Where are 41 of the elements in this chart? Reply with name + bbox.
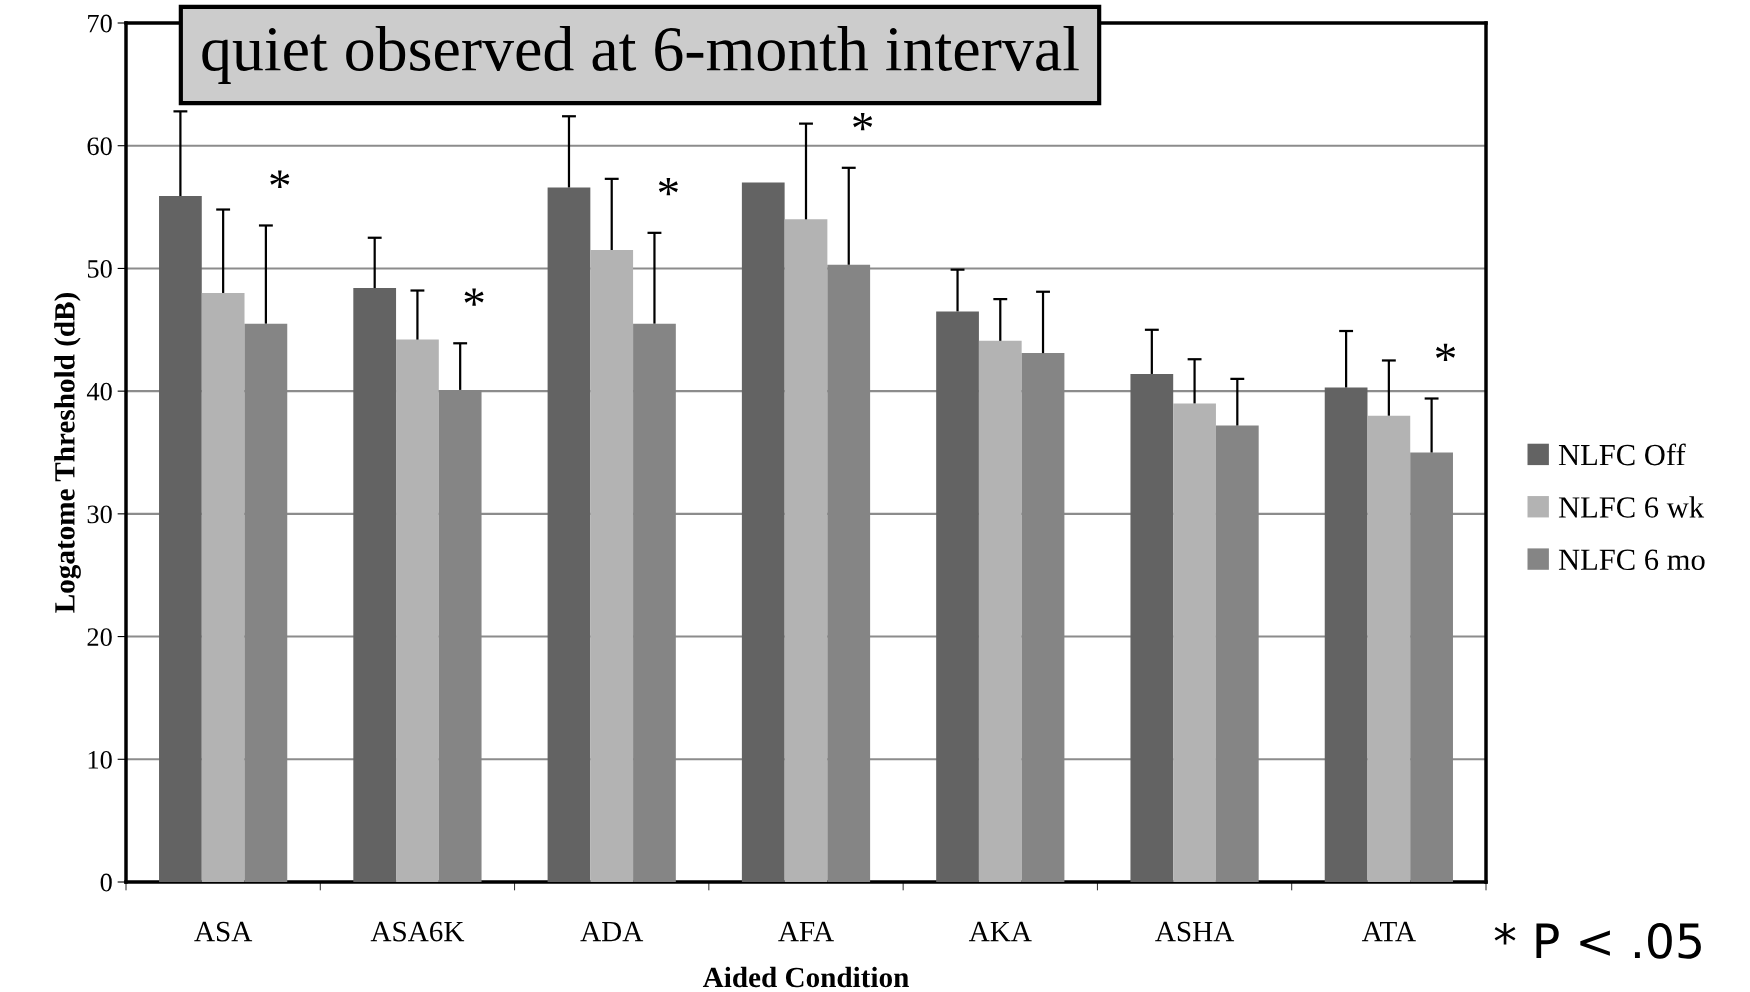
y-tick-label: 20 [87,628,112,646]
x-tick-label: ASA6K [370,921,465,942]
bar [1324,387,1368,882]
bar [1367,415,1411,882]
y-tick-label: 10 [88,750,112,769]
y-tick-label: 40 [86,382,112,401]
bar [201,292,245,882]
y-axis-title: Logatome Threshold (dB) [54,293,81,613]
bar [784,219,828,882]
y-tick-label: 30 [87,505,112,524]
bar [741,182,785,882]
legend-label: NLFC Off [1558,443,1686,466]
y-tick-label: 0 [100,873,112,892]
bar [1130,373,1174,882]
x-tick-label: ADA [580,921,644,942]
bar [978,340,1022,882]
legend-label: NLFC 6 mo [1558,549,1705,571]
y-tick-label: 50 [87,260,112,278]
chart-title: quiet observed at 6-month interval [202,26,1079,84]
text: * P < .05 [1494,922,1701,959]
x-tick-label: ASHA [1155,921,1235,942]
bar [547,187,591,882]
annotation: * [853,112,873,131]
x-axis-title: Aided Condition [702,966,909,988]
annotation: * [658,177,678,196]
x-tick-label: ASA [194,921,253,942]
x-tick-label: AFA [778,921,834,942]
legend-label: NLFC 6 wk [1558,496,1705,518]
annotation: * [1435,343,1456,361]
bar [590,250,634,882]
annotation: * [464,288,484,306]
bar [353,288,397,882]
bar [1173,403,1216,882]
bar [396,339,439,882]
bar [936,311,979,882]
x-tick-label: ATA [1361,921,1416,942]
bar [159,196,202,882]
y-tick-label: 60 [87,137,112,156]
annotation: * [270,170,290,188]
y-tick-label: 70 [88,14,112,33]
x-tick-label: AKA [968,921,1032,942]
